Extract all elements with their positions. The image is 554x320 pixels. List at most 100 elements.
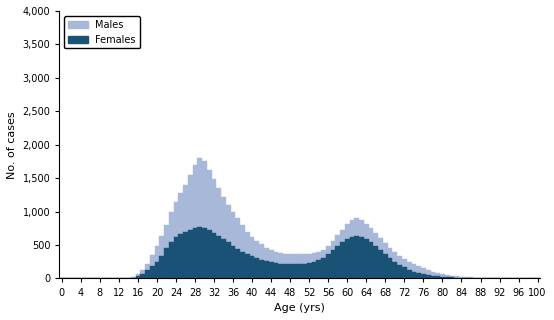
Bar [469, 277, 473, 278]
Bar [145, 264, 150, 278]
Legend: Males, Females: Males, Females [64, 16, 140, 48]
Bar [307, 263, 311, 278]
Bar [407, 262, 412, 278]
Bar [383, 254, 388, 278]
Bar [359, 220, 364, 278]
Bar [397, 256, 402, 278]
Bar [378, 250, 383, 278]
Bar [155, 262, 160, 278]
Bar [150, 255, 155, 278]
Bar [435, 276, 440, 278]
Bar [293, 254, 297, 278]
Bar [402, 268, 407, 278]
Bar [193, 228, 197, 278]
Bar [435, 273, 440, 278]
Bar [321, 250, 326, 278]
Bar [402, 259, 407, 278]
Bar [274, 263, 278, 278]
Bar [264, 248, 269, 278]
Bar [302, 264, 307, 278]
Bar [202, 228, 207, 278]
Bar [350, 237, 355, 278]
Bar [359, 237, 364, 278]
Bar [212, 180, 217, 278]
Bar [321, 258, 326, 278]
Bar [178, 193, 183, 278]
Bar [278, 253, 283, 278]
Bar [388, 248, 392, 278]
Bar [278, 264, 283, 278]
Bar [140, 270, 145, 278]
Bar [311, 262, 316, 278]
Bar [302, 254, 307, 278]
Bar [269, 262, 274, 278]
Bar [450, 276, 454, 278]
Bar [288, 264, 293, 278]
Bar [316, 260, 321, 278]
Bar [221, 197, 226, 278]
Bar [160, 236, 164, 278]
Bar [288, 254, 293, 278]
Bar [311, 253, 316, 278]
Bar [136, 276, 140, 278]
Bar [297, 254, 302, 278]
Bar [440, 277, 445, 278]
Bar [383, 243, 388, 278]
Bar [283, 254, 288, 278]
Bar [207, 230, 212, 278]
Bar [136, 275, 140, 278]
Bar [430, 276, 435, 278]
Bar [426, 270, 430, 278]
Bar [250, 237, 254, 278]
Bar [445, 275, 450, 278]
Bar [440, 275, 445, 278]
Bar [407, 270, 412, 278]
Bar [326, 246, 331, 278]
Bar [259, 260, 264, 278]
Bar [188, 230, 193, 278]
Bar [183, 185, 188, 278]
Bar [392, 262, 397, 278]
Bar [416, 267, 421, 278]
Bar [164, 225, 169, 278]
Bar [230, 212, 235, 278]
Bar [331, 241, 335, 278]
Bar [173, 237, 178, 278]
Bar [283, 264, 288, 278]
Bar [412, 264, 416, 278]
Bar [155, 246, 160, 278]
Bar [392, 252, 397, 278]
Bar [345, 239, 350, 278]
Bar [378, 238, 383, 278]
Bar [183, 232, 188, 278]
Bar [450, 277, 454, 278]
Bar [355, 218, 359, 278]
Bar [355, 236, 359, 278]
Bar [245, 232, 250, 278]
Bar [297, 264, 302, 278]
Bar [212, 233, 217, 278]
Y-axis label: No. of cases: No. of cases [7, 111, 17, 179]
Bar [230, 246, 235, 278]
Bar [388, 258, 392, 278]
Bar [235, 249, 240, 278]
Bar [131, 277, 136, 278]
Bar [226, 242, 230, 278]
Bar [335, 235, 340, 278]
Bar [164, 248, 169, 278]
Bar [335, 246, 340, 278]
Bar [254, 241, 259, 278]
Bar [235, 218, 240, 278]
Bar [217, 236, 221, 278]
Bar [145, 270, 150, 278]
Bar [412, 272, 416, 278]
Bar [454, 276, 459, 278]
Bar [416, 273, 421, 278]
Bar [197, 158, 202, 278]
Bar [150, 267, 155, 278]
Bar [140, 274, 145, 278]
Bar [217, 188, 221, 278]
Bar [240, 252, 245, 278]
Bar [445, 277, 450, 278]
Bar [316, 252, 321, 278]
